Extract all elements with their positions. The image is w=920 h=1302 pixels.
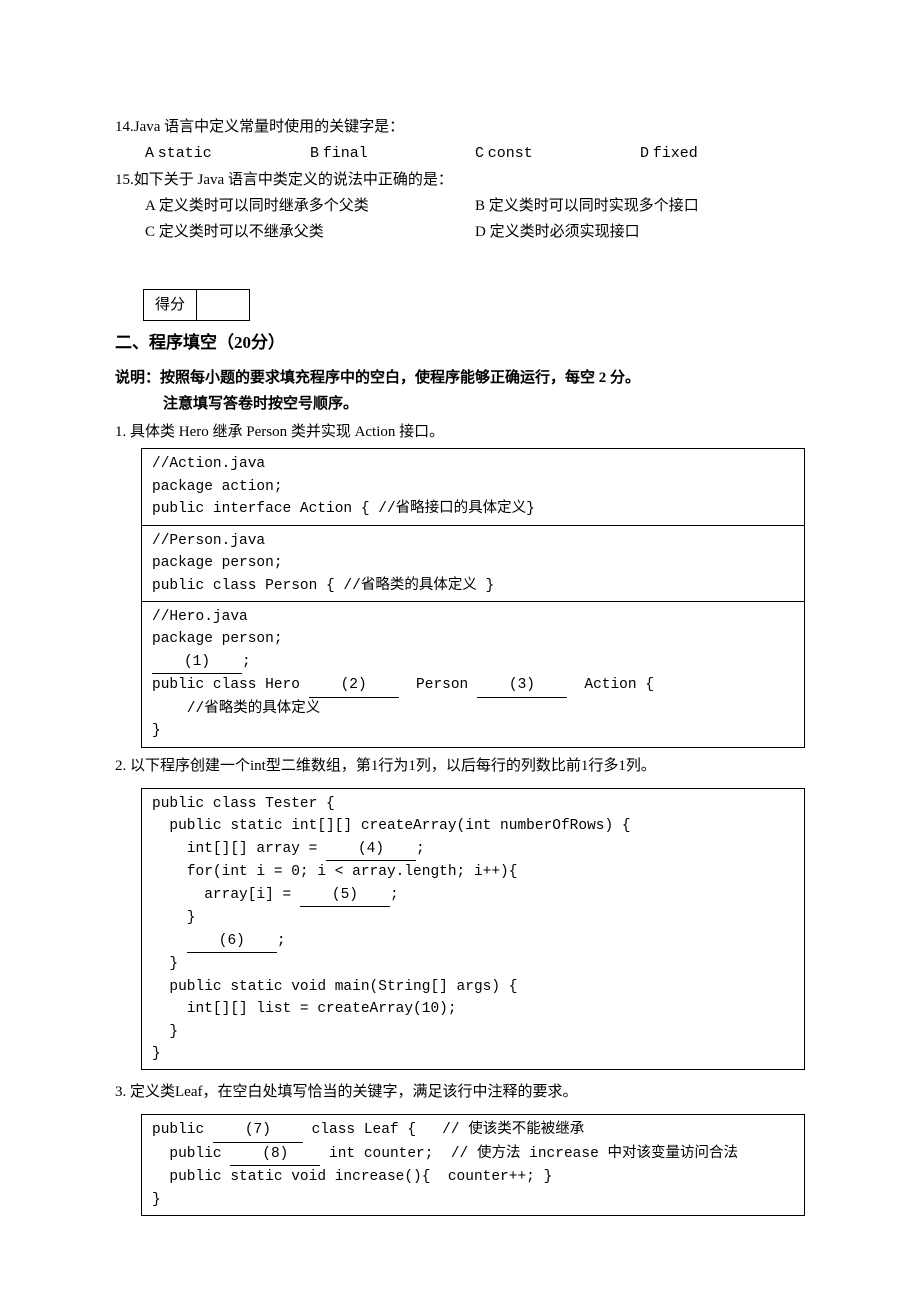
option-b: B 定义类时可以同时实现多个接口: [475, 194, 805, 218]
code-text: [152, 933, 187, 949]
code-line: for(int i = 0; i < array.length; i++){: [152, 864, 517, 880]
code-line: //省略类的具体定义: [152, 701, 320, 717]
section-2-note-line1: 说明：按照每小题的要求填充程序中的空白，使程序能够正确运行，每空 2 分。: [115, 366, 805, 390]
code-line: int[][] list = createArray(10);: [152, 1001, 457, 1017]
problem-text: 具体类 Hero 继承 Person 类并实现 Action 接口。: [130, 424, 444, 440]
code-box-person: //Person.java package person; public cla…: [141, 526, 805, 602]
option-key: B: [310, 145, 319, 162]
blank-3: (3): [477, 674, 567, 697]
code-line: public class Tester {: [152, 796, 335, 812]
option-key: A: [145, 145, 154, 162]
score-box: 得分: [143, 289, 805, 321]
option-key: C: [475, 145, 484, 162]
question-14: 14. Java 语言中定义常量时使用的关键字是：: [115, 115, 805, 139]
code-text: ;: [416, 841, 425, 857]
problem-2-code: public class Tester { public static int[…: [141, 788, 805, 1071]
option-a: A static: [145, 141, 310, 166]
score-label: 得分: [144, 290, 197, 321]
option-value: final: [323, 145, 368, 162]
option-c: C 定义类时可以不继承父类: [145, 220, 475, 244]
option-value: const: [488, 145, 533, 162]
blank-5: (5): [300, 884, 390, 907]
option-value: 定义类时可以同时继承多个父类: [159, 198, 369, 214]
code-text: int[][] array =: [152, 841, 326, 857]
question-15: 15. 如下关于 Java 语言中类定义的说法中正确的是：: [115, 168, 805, 192]
option-c: C const: [475, 141, 640, 166]
option-a: A 定义类时可以同时继承多个父类: [145, 194, 475, 218]
problem-number: 1.: [115, 420, 126, 444]
option-key: D: [640, 145, 649, 162]
code-text: Person: [399, 677, 477, 693]
problem-3: 3. 定义类Leaf，在空白处填写恰当的关键字，满足该行中注释的要求。: [115, 1080, 805, 1104]
code-line: public static void main(String[] args) {: [152, 979, 517, 995]
problem-number: 2.: [115, 754, 126, 778]
question-text: 如下关于 Java 语言中类定义的说法中正确的是：: [134, 168, 453, 192]
option-key: D: [475, 224, 486, 240]
problem-text: 以下程序创建一个int型二维数组，第1行为1列，以后每行的列数比前1行多1列。: [130, 758, 656, 774]
option-d: D fixed: [640, 141, 805, 166]
code-text: public class Hero: [152, 677, 309, 693]
code-line: }: [152, 910, 196, 926]
note-text: 注意填写答卷时按空号顺序。: [163, 392, 358, 416]
code-text: class Leaf { // 使该类不能被继承: [303, 1122, 584, 1138]
section-2-title: 二、程序填空（20分）: [115, 329, 805, 356]
code-text: ;: [390, 887, 399, 903]
code-line: public static void increase(){ counter++…: [152, 1169, 552, 1185]
code-text: Action {: [567, 677, 654, 693]
problem-1: 1. 具体类 Hero 继承 Person 类并实现 Action 接口。: [115, 420, 805, 444]
code-line: }: [152, 723, 161, 739]
problem-1-code-group: //Action.java package action; public int…: [141, 448, 805, 748]
blank-6: (6): [187, 930, 277, 953]
problem-3-code: public (7) class Leaf { // 使该类不能被继承 publ…: [141, 1114, 805, 1216]
code-line: }: [152, 1192, 161, 1208]
question-number: 15.: [115, 168, 134, 192]
question-number: 14.: [115, 115, 134, 139]
code-text: array[i] =: [152, 887, 300, 903]
question-15-options-row2: C 定义类时可以不继承父类 D 定义类时必须实现接口: [145, 220, 805, 244]
question-15-options-row1: A 定义类时可以同时继承多个父类 B 定义类时可以同时实现多个接口: [145, 194, 805, 218]
code-text: ;: [277, 933, 286, 949]
option-key: C: [145, 224, 155, 240]
blank-2: (2): [309, 674, 399, 697]
blank-1: (1): [152, 651, 242, 674]
option-value: 定义类时必须实现接口: [490, 224, 640, 240]
problem-2: 2. 以下程序创建一个int型二维数组，第1行为1列，以后每行的列数比前1行多1…: [115, 754, 805, 778]
blank-4: (4): [326, 838, 416, 861]
option-d: D 定义类时必须实现接口: [475, 220, 805, 244]
question-14-options: A static B final C const D fixed: [145, 141, 805, 166]
problem-number: 3.: [115, 1080, 126, 1104]
option-value: 定义类时可以不继承父类: [159, 224, 324, 240]
page: 14. Java 语言中定义常量时使用的关键字是： A static B fin…: [0, 0, 920, 1302]
score-value: [197, 290, 250, 321]
code-text: int counter; // 使方法 increase 中对该变量访问合法: [320, 1146, 738, 1162]
blank-8: (8): [230, 1143, 320, 1166]
option-value: fixed: [653, 145, 698, 162]
code-line: }: [152, 1046, 161, 1062]
option-key: A: [145, 198, 155, 214]
blank-7: (7): [213, 1119, 303, 1142]
option-key: B: [475, 198, 485, 214]
problem-text: 定义类Leaf，在空白处填写恰当的关键字，满足该行中注释的要求。: [130, 1084, 577, 1100]
code-line: }: [152, 1024, 178, 1040]
code-box-hero: //Hero.java package person; (1); public …: [141, 602, 805, 748]
code-line: }: [152, 956, 178, 972]
option-value: static: [158, 145, 212, 162]
code-box-action: //Action.java package action; public int…: [141, 448, 805, 525]
option-b: B final: [310, 141, 475, 166]
option-value: 定义类时可以同时实现多个接口: [489, 198, 699, 214]
question-text: Java 语言中定义常量时使用的关键字是：: [134, 115, 404, 139]
code-line: public static int[][] createArray(int nu…: [152, 818, 631, 834]
score-table: 得分: [143, 289, 250, 321]
code-text: public: [152, 1122, 213, 1138]
code-line: //Hero.java: [152, 609, 248, 625]
section-2-note-line2: 注意填写答卷时按空号顺序。: [115, 392, 805, 416]
code-line: package person;: [152, 631, 283, 647]
code-text: public: [152, 1146, 230, 1162]
